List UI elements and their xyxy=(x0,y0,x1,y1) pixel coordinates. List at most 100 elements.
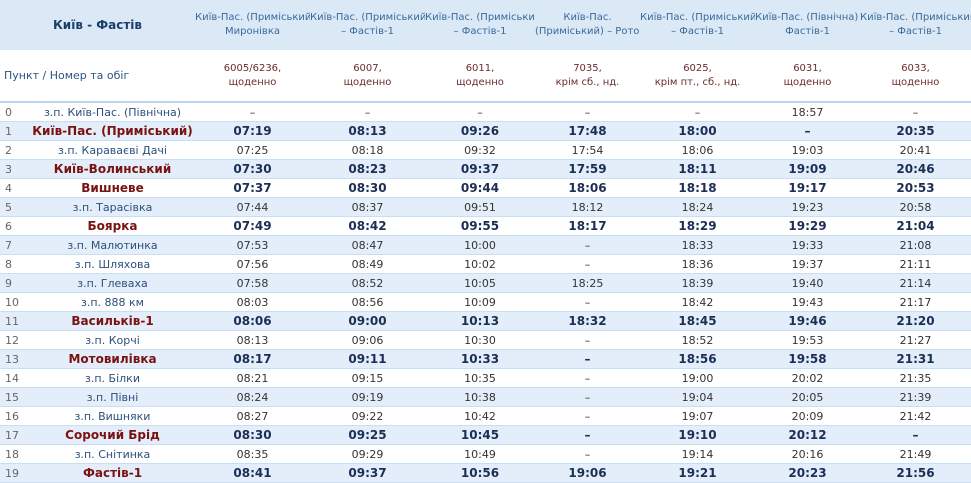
time-cell: 18:57 xyxy=(755,102,861,122)
stop-row: 5 з.п. Тарасівка 07:44 08:37 09:51 18:12 18:24… xyxy=(0,197,971,217)
time-cell: – xyxy=(535,349,641,369)
time-cell: 19:43 xyxy=(755,292,861,312)
time-cell: – xyxy=(535,254,641,274)
time-cell: 09:51 xyxy=(425,197,536,217)
time-cell: 09:29 xyxy=(310,444,426,464)
time-cell: 17:59 xyxy=(535,159,641,179)
time-cell: 08:42 xyxy=(310,216,426,236)
time-cell: 09:19 xyxy=(310,387,426,407)
time-cell: 09:44 xyxy=(425,178,536,198)
train-header: 6031, щоденно xyxy=(755,50,861,103)
time-cell: 21:20 xyxy=(860,311,971,331)
train-row: Пункт / Номер та обіг 6005/6236, щоденно 6… xyxy=(0,50,971,103)
time-cell: – xyxy=(425,102,536,122)
train-line: щоденно xyxy=(228,76,277,88)
time-cell: 10:09 xyxy=(425,292,536,312)
time-cell: 08:18 xyxy=(310,140,426,160)
time-cell: 07:53 xyxy=(195,235,311,255)
time-cell: 19:40 xyxy=(755,273,861,293)
station-name: Мотовилівка xyxy=(30,349,196,369)
time-cell: 19:07 xyxy=(640,406,756,426)
train-line: 6007, xyxy=(353,62,382,74)
station-name: Фастів-1 xyxy=(30,463,196,483)
time-cell: – xyxy=(860,425,971,445)
time-cell: 08:06 xyxy=(195,311,311,331)
time-cell: 08:13 xyxy=(310,121,426,141)
time-cell: 07:58 xyxy=(195,273,311,293)
time-cell: 21:27 xyxy=(860,330,971,350)
station-name: з.п. Тарасівка xyxy=(30,197,196,217)
time-cell: 19:23 xyxy=(755,197,861,217)
time-cell: – xyxy=(860,102,971,122)
route-line: Фастів-1 xyxy=(785,26,830,37)
time-cell: 10:56 xyxy=(425,463,536,483)
train-header: 6005/6236, щоденно xyxy=(195,50,311,103)
time-cell: 21:11 xyxy=(860,254,971,274)
time-cell: 09:00 xyxy=(310,311,426,331)
row-label: Пункт / Номер та обіг xyxy=(0,50,196,103)
train-line: щоденно xyxy=(456,76,504,88)
stop-row: 3 Київ-Волинський 07:30 08:23 09:37 17:59 18:1… xyxy=(0,159,971,179)
time-cell: 07:37 xyxy=(195,178,311,198)
time-cell: 21:42 xyxy=(860,406,971,426)
stop-index: 17 xyxy=(0,425,30,445)
time-cell: – xyxy=(755,121,861,141)
time-cell: 19:04 xyxy=(640,387,756,407)
train-header: 6033, щоденно xyxy=(860,50,971,103)
route-header: Київ-Пас. (Приміський) – Фастів-1 xyxy=(860,0,971,50)
time-cell: 20:16 xyxy=(755,444,861,464)
time-cell: 20:46 xyxy=(860,159,971,179)
time-cell: 10:38 xyxy=(425,387,536,407)
time-cell: 07:30 xyxy=(195,159,311,179)
time-cell: 20:35 xyxy=(860,121,971,141)
time-cell: 08:17 xyxy=(195,349,311,369)
time-cell: 21:14 xyxy=(860,273,971,293)
time-cell: 07:44 xyxy=(195,197,311,217)
stop-index: 13 xyxy=(0,349,30,369)
time-cell: 09:37 xyxy=(425,159,536,179)
route-header: Київ-Пас. (Приміський) – Фастів-1 xyxy=(425,0,536,50)
station-name: Київ-Пас. (Приміський) xyxy=(30,121,196,141)
route-line: (Приміський) – Роток xyxy=(535,26,641,37)
time-cell: 10:30 xyxy=(425,330,536,350)
time-cell: 19:58 xyxy=(755,349,861,369)
stop-row: 7 з.п. Малютинка 07:53 08:47 10:00–18:33 19:3… xyxy=(0,235,971,255)
time-cell: 08:49 xyxy=(310,254,426,274)
time-cell: 20:58 xyxy=(860,197,971,217)
stop-row: 13 Мотовилівка 08:17 09:11 10:33–18:56 19:58 2… xyxy=(0,349,971,369)
time-cell: – xyxy=(640,102,756,122)
stop-index: 5 xyxy=(0,197,30,217)
time-cell: 18:18 xyxy=(640,178,756,198)
stop-row: 14 з.п. Білки 08:21 09:15 10:35–19:00 20:02 21… xyxy=(0,368,971,388)
time-cell: 08:24 xyxy=(195,387,311,407)
time-cell: – xyxy=(535,330,641,350)
time-cell: 20:09 xyxy=(755,406,861,426)
station-name: Київ-Волинський xyxy=(30,159,196,179)
stop-row: 19 Фастів-1 08:41 09:37 10:56 19:06 19:21 20:23… xyxy=(0,463,971,483)
time-cell: – xyxy=(535,406,641,426)
time-cell: 08:47 xyxy=(310,235,426,255)
stop-row: 6 Боярка 07:49 08:42 09:55 18:17 18:29 19:29 21:… xyxy=(0,216,971,236)
train-header: 6025, крім пт., сб., нд. xyxy=(640,50,756,103)
route-line: – Фастів-1 xyxy=(889,26,942,37)
time-cell: 21:17 xyxy=(860,292,971,312)
stop-index: 18 xyxy=(0,444,30,464)
train-line: 6005/6236, xyxy=(223,62,282,74)
stop-index: 12 xyxy=(0,330,30,350)
time-cell: 07:56 xyxy=(195,254,311,274)
time-cell: 20:53 xyxy=(860,178,971,198)
time-cell: 10:45 xyxy=(425,425,536,445)
time-cell: 09:25 xyxy=(310,425,426,445)
time-cell: 08:13 xyxy=(195,330,311,350)
station-name: з.п. Снітинка xyxy=(30,444,196,464)
train-line: щоденно xyxy=(891,76,940,88)
stop-index: 16 xyxy=(0,406,30,426)
stop-index: 19 xyxy=(0,463,30,483)
route-header: Київ-Пас. (Приміський) – Фастів-1 xyxy=(310,0,426,50)
stop-row: 17 Сорочий Брід 08:30 09:25 10:45–19:10 20:12… xyxy=(0,425,971,445)
time-cell: 08:23 xyxy=(310,159,426,179)
time-cell: 08:30 xyxy=(195,425,311,445)
train-line: крім сб., нд. xyxy=(555,76,620,88)
